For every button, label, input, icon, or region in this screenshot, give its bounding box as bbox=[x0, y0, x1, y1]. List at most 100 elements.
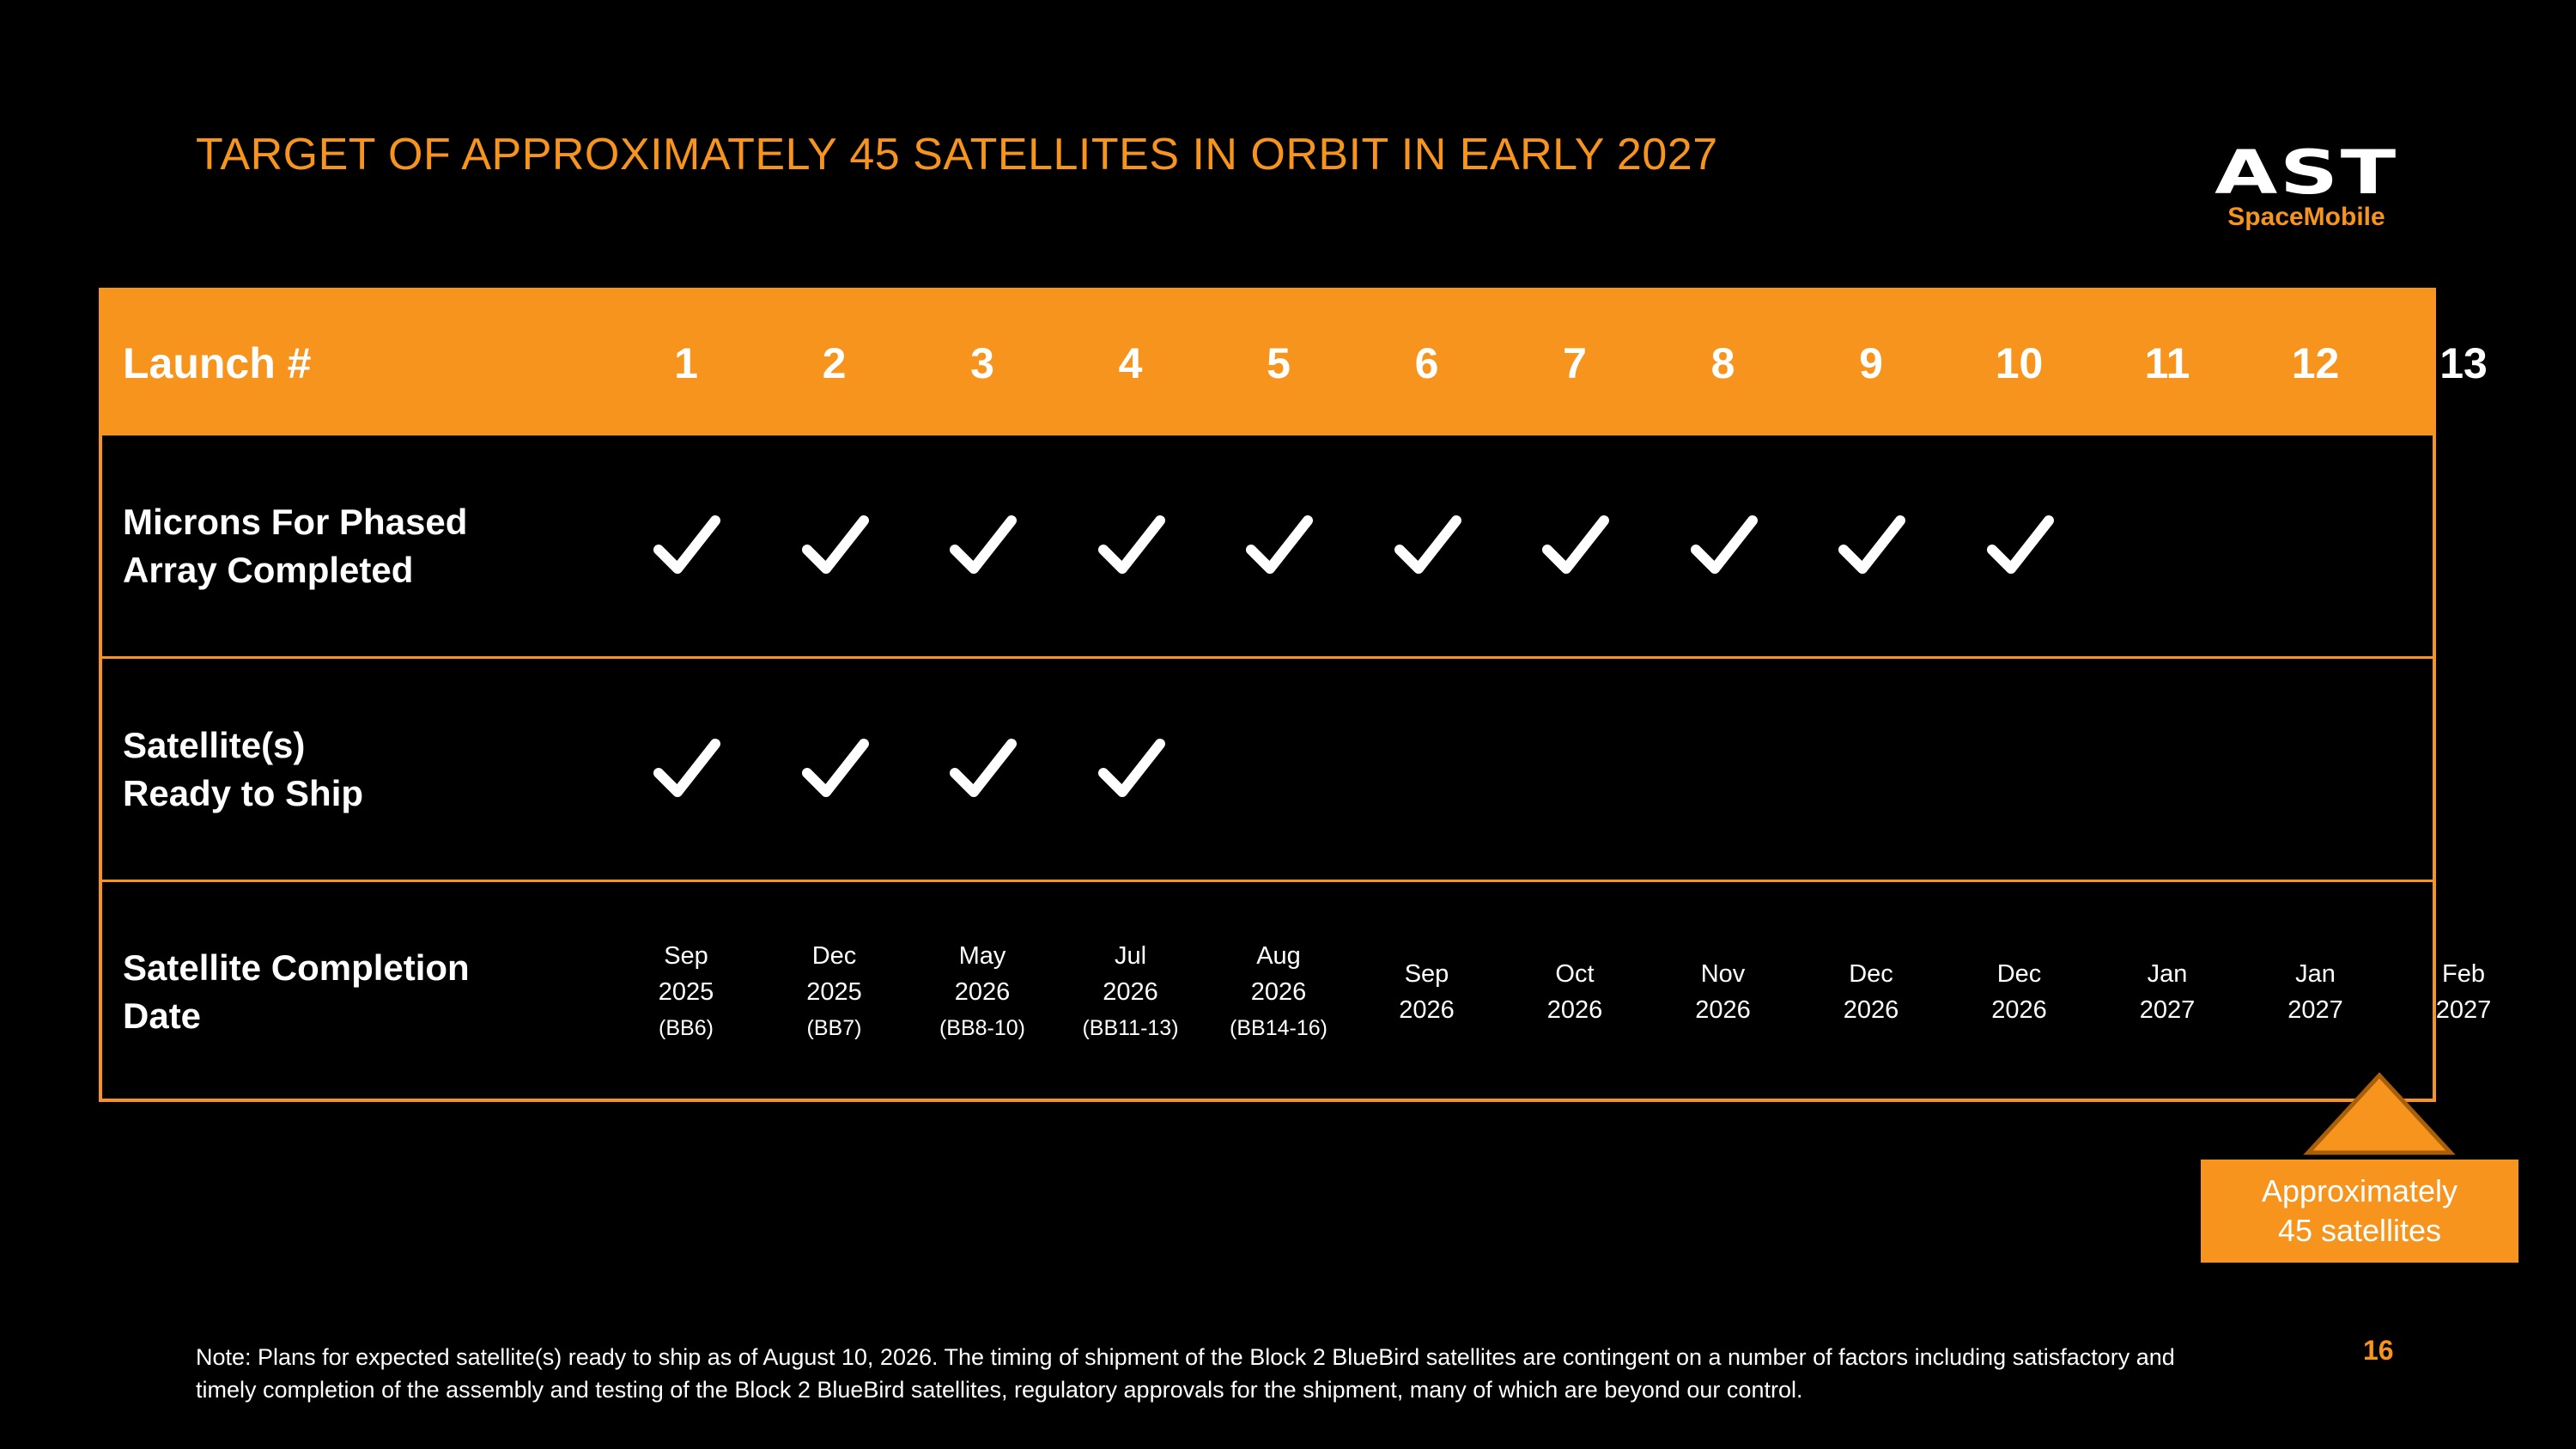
date-year: 2025 bbox=[806, 978, 862, 1006]
launch-number-text: 10 bbox=[1995, 339, 2044, 387]
microns-cell bbox=[612, 435, 760, 656]
completion-date-cell: Sep 2026 bbox=[1353, 882, 1501, 1102]
microns-cell bbox=[1797, 435, 1945, 656]
date-year: 2026 bbox=[1991, 996, 2047, 1024]
microns-cell bbox=[1649, 435, 1797, 656]
checkmark-icon bbox=[1393, 512, 1461, 581]
date-year: 2026 bbox=[1250, 978, 1307, 1006]
satellite-code: (BB6) bbox=[659, 1016, 714, 1040]
date-month: May bbox=[958, 942, 1006, 970]
header-label: Launch # bbox=[123, 339, 312, 387]
microns-cell bbox=[2390, 435, 2537, 656]
row-label-completion: Satellite Completion Date bbox=[123, 944, 535, 1040]
completion-date-cell: May 2026 (BB8-10) bbox=[908, 882, 1056, 1102]
date-month: Dec bbox=[1996, 960, 2042, 988]
checkmark-icon bbox=[1244, 512, 1313, 581]
table-header-row: Launch # 1 2 3 4 5 6 7 8 9 10 11 12 13 bbox=[102, 291, 2488, 435]
logo-subtitle: SpaceMobile bbox=[2227, 203, 2385, 231]
satellite-code: (BB7) bbox=[806, 1016, 862, 1040]
checkmark-icon bbox=[800, 735, 869, 804]
checkmark-icon bbox=[800, 512, 869, 581]
satellite-code: (BB11-13) bbox=[1082, 1016, 1179, 1040]
launch-number-text: 8 bbox=[1710, 339, 1735, 387]
checkmark-icon bbox=[652, 735, 720, 804]
date-month: Aug bbox=[1256, 942, 1301, 970]
callout-box: Approximately 45 satellites bbox=[2201, 1160, 2518, 1263]
satellite-code: (BB14-16) bbox=[1230, 1016, 1327, 1040]
launch-number-text: 1 bbox=[674, 339, 698, 387]
date-month: Nov bbox=[1700, 960, 1746, 988]
date-year: 2026 bbox=[1103, 978, 1158, 1006]
date-year: 2027 bbox=[2287, 996, 2343, 1024]
microns-cell bbox=[1501, 435, 1649, 656]
date-year: 2027 bbox=[2139, 996, 2196, 1024]
completion-date-cell: Sep 2025 (BB6) bbox=[612, 882, 760, 1102]
ready-cell bbox=[1205, 659, 1352, 880]
ready-cell bbox=[1649, 659, 1797, 880]
microns-cell bbox=[2242, 435, 2390, 656]
completion-date-cell: Feb 2027 bbox=[2390, 882, 2537, 1102]
date-year: 2026 bbox=[1546, 996, 1603, 1024]
completion-date-cell: Jul 2026 (BB11-13) bbox=[1057, 882, 1205, 1102]
date-year: 2026 bbox=[1695, 996, 1751, 1024]
callout-line: Approximately bbox=[2261, 1173, 2458, 1209]
page-number: 16 bbox=[2363, 1335, 2394, 1366]
row-label-line: Satellite Completion bbox=[123, 947, 470, 988]
completion-date-cell: Dec 2026 bbox=[1797, 882, 1945, 1102]
checkmark-icon bbox=[1837, 512, 1905, 581]
launch-number: 7 bbox=[1501, 291, 1649, 435]
microns-cell bbox=[761, 435, 908, 656]
launch-number-text: 9 bbox=[1859, 339, 1883, 387]
completion-date-cell: Oct 2026 bbox=[1501, 882, 1649, 1102]
date-month: Feb bbox=[2442, 960, 2485, 988]
launch-number-text: 3 bbox=[970, 339, 994, 387]
microns-cell bbox=[908, 435, 1056, 656]
launch-number: 6 bbox=[1353, 291, 1501, 435]
ready-to-ship-row: Satellite(s) Ready to Ship bbox=[102, 659, 2433, 882]
launch-number-text: 4 bbox=[1118, 339, 1143, 387]
checkmark-icon bbox=[948, 512, 1017, 581]
logo-wordmark: AST bbox=[2215, 137, 2398, 208]
date-month: Dec bbox=[1849, 960, 1893, 988]
checkmark-icon bbox=[1689, 512, 1758, 581]
checkmark-icon bbox=[652, 512, 720, 581]
row-label-line: Ready to Ship bbox=[123, 772, 364, 813]
completion-date-cell: Jan 2027 bbox=[2093, 882, 2241, 1102]
ready-cell bbox=[2242, 659, 2390, 880]
slide-title: TARGET OF APPROXIMATELY 45 SATELLITES IN… bbox=[196, 130, 1718, 180]
ready-cell bbox=[612, 659, 760, 880]
row-label-line: Satellite(s) bbox=[123, 724, 306, 765]
checkmark-icon bbox=[1097, 735, 1165, 804]
launch-number: 3 bbox=[908, 291, 1056, 435]
date-year: 2027 bbox=[2435, 996, 2492, 1024]
date-month: Jul bbox=[1114, 942, 1147, 970]
microns-cell bbox=[1205, 435, 1352, 656]
launch-number: 8 bbox=[1649, 291, 1797, 435]
launch-number: 2 bbox=[761, 291, 908, 435]
microns-cell bbox=[2093, 435, 2241, 656]
completion-date-cell: Jan 2027 bbox=[2242, 882, 2390, 1102]
microns-cell bbox=[1946, 435, 2093, 656]
checkmark-icon bbox=[1985, 512, 2054, 581]
callout-line: 45 satellites bbox=[2277, 1213, 2442, 1248]
row-label-line: Microns For Phased bbox=[123, 501, 468, 542]
launch-number: 9 bbox=[1797, 291, 1945, 435]
ready-cell bbox=[1797, 659, 1945, 880]
checkmark-icon bbox=[1097, 512, 1165, 581]
row-label-microns: Microns For Phased Array Completed bbox=[123, 498, 535, 594]
date-month: Jan bbox=[2295, 960, 2336, 988]
callout-pointer-icon bbox=[2303, 1072, 2456, 1155]
launch-number: 5 bbox=[1205, 291, 1352, 435]
date-year: 2026 bbox=[1399, 996, 1455, 1024]
launch-number-text: 11 bbox=[2144, 339, 2190, 387]
date-year: 2026 bbox=[954, 978, 1011, 1006]
launch-number-text: 7 bbox=[1563, 339, 1587, 387]
ready-cell bbox=[1353, 659, 1501, 880]
launch-number-text: 12 bbox=[2291, 339, 2340, 387]
ready-cell bbox=[1946, 659, 2093, 880]
checkmark-icon bbox=[948, 735, 1017, 804]
row-label-line: Date bbox=[123, 995, 202, 1036]
microns-cell bbox=[1057, 435, 1205, 656]
microns-cell bbox=[1353, 435, 1501, 656]
launch-number: 12 bbox=[2242, 291, 2390, 435]
